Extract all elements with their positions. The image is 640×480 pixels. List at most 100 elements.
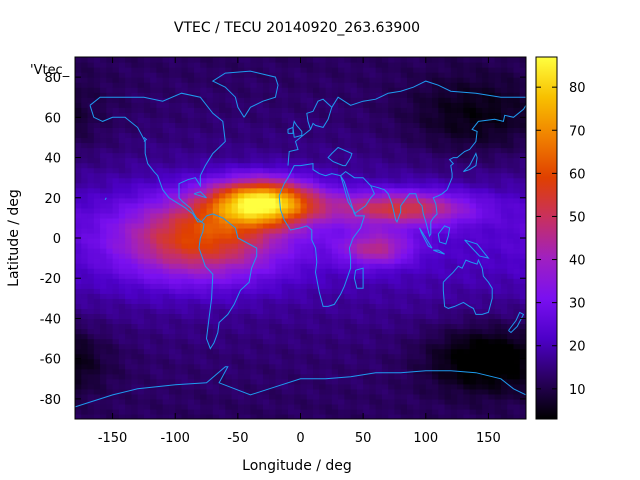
heatmap-cell (100, 122, 107, 128)
heatmap-cell (331, 293, 339, 299)
heatmap-cell (381, 308, 389, 315)
heatmap-cell (162, 348, 170, 355)
heatmap-cell (494, 248, 502, 254)
heatmap-cell (413, 92, 421, 98)
heatmap-cell (500, 117, 508, 123)
heatmap-cell (369, 273, 377, 279)
heatmap-cell (432, 348, 439, 355)
heatmap-cell (118, 192, 126, 199)
heatmap-cell (425, 393, 433, 400)
heatmap-cell (500, 373, 508, 380)
heatmap-cell (369, 72, 377, 78)
heatmap-cell (507, 187, 515, 194)
heatmap-cell (432, 363, 439, 370)
heatmap-cell (400, 72, 408, 78)
heatmap-cell (244, 373, 251, 380)
heatmap-cell (388, 408, 396, 415)
heatmap-cell (187, 253, 195, 259)
heatmap-cell (513, 403, 521, 410)
heatmap-cell (313, 348, 320, 355)
heatmap-cell (100, 87, 107, 93)
heatmap-cell (187, 248, 195, 254)
heatmap-cell (281, 398, 289, 405)
heatmap-cell (400, 323, 408, 330)
heatmap-cell (237, 122, 245, 128)
heatmap-cell (194, 353, 201, 360)
heatmap-cell (438, 122, 446, 128)
heatmap-cell (344, 313, 352, 320)
heatmap-cell (319, 197, 327, 204)
heatmap-cell (350, 278, 358, 284)
heatmap-cell (313, 212, 320, 219)
heatmap-cell (143, 122, 151, 128)
heatmap-cell (306, 97, 314, 103)
heatmap-cell (444, 273, 452, 279)
heatmap-cell (388, 117, 396, 123)
heatmap-cell (212, 167, 220, 174)
heatmap-cell (475, 202, 483, 209)
heatmap-cell (262, 308, 270, 315)
heatmap-cell (269, 268, 277, 274)
heatmap-cell (363, 187, 370, 194)
heatmap-cell (244, 298, 251, 304)
heatmap-cell (287, 82, 295, 88)
heatmap-cell (419, 82, 427, 88)
heatmap-cell (319, 293, 327, 299)
heatmap-cell (338, 268, 345, 274)
heatmap-cell (438, 268, 446, 274)
heatmap-cell (244, 403, 251, 410)
heatmap-cell (106, 403, 114, 410)
heatmap-cell (206, 72, 214, 78)
heatmap-cell (112, 152, 120, 159)
heatmap-cell (93, 408, 101, 415)
heatmap-cell (325, 338, 333, 345)
heatmap-cell (194, 207, 201, 214)
heatmap-cell (344, 152, 352, 159)
heatmap-cell (350, 398, 358, 405)
heatmap-cell (181, 343, 189, 350)
heatmap-cell (150, 137, 158, 144)
heatmap-cell (131, 303, 139, 309)
heatmap-cell (313, 403, 320, 410)
heatmap-cell (432, 393, 439, 400)
heatmap-cell (356, 278, 364, 284)
heatmap-cell (519, 298, 526, 304)
heatmap-cell (394, 278, 402, 284)
heatmap-cell (125, 313, 132, 320)
heatmap-cell (269, 338, 277, 345)
heatmap-cell (131, 172, 139, 179)
heatmap-cell (225, 67, 233, 73)
heatmap-cell (313, 393, 320, 400)
heatmap-cell (494, 398, 502, 405)
heatmap-cell (482, 323, 490, 330)
heatmap-cell (219, 142, 226, 149)
heatmap-cell (181, 67, 189, 73)
heatmap-cell (294, 202, 302, 209)
heatmap-cell (81, 288, 89, 294)
heatmap-cell (125, 263, 132, 269)
heatmap-cell (306, 87, 314, 93)
heatmap-cell (256, 192, 264, 199)
heatmap-cell (175, 217, 183, 224)
heatmap-cell (488, 162, 496, 169)
heatmap-cell (125, 147, 132, 154)
heatmap-cell (438, 328, 446, 335)
heatmap-cell (162, 122, 170, 128)
heatmap-cell (112, 243, 120, 249)
heatmap-cell (156, 393, 164, 400)
heatmap-cell (419, 107, 427, 113)
heatmap-cell (256, 393, 264, 400)
heatmap-cell (400, 127, 408, 134)
heatmap-cell (463, 137, 471, 144)
heatmap-cell (212, 117, 220, 123)
heatmap-cell (150, 182, 158, 189)
heatmap-cell (100, 343, 107, 350)
heatmap-cell (381, 348, 389, 355)
heatmap-cell (444, 363, 452, 370)
heatmap-cell (162, 87, 170, 93)
heatmap-cell (168, 403, 176, 410)
heatmap-cell (338, 283, 345, 289)
heatmap-cell (457, 318, 464, 325)
heatmap-cell (419, 172, 427, 179)
heatmap-cell (143, 172, 151, 179)
